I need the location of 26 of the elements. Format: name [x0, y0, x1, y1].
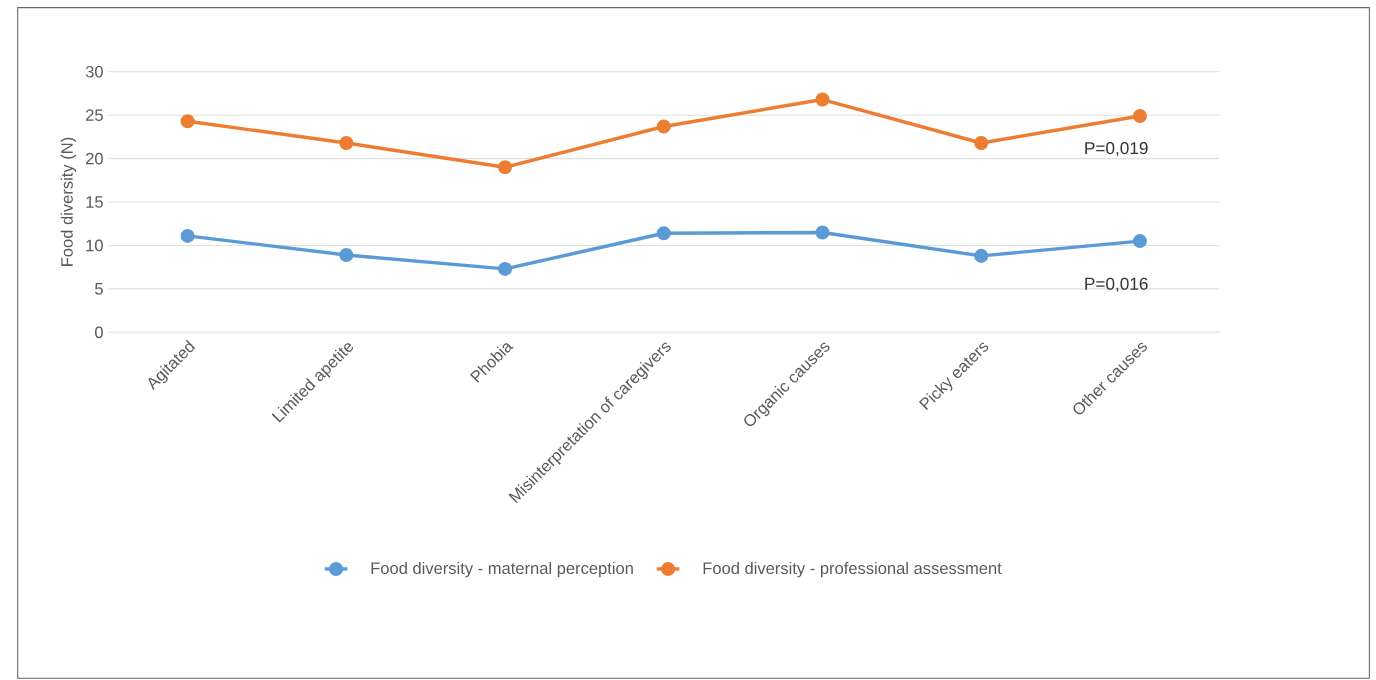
legend-label: Food diversity - professional assessment: [703, 562, 1002, 578]
point: [1132, 109, 1147, 124]
y-axis-title: Food diversity (N): [60, 138, 77, 267]
annotation: P=0,019: [1085, 142, 1148, 157]
y-tick-label: 5: [95, 283, 103, 295]
point: [656, 226, 671, 241]
point: [339, 248, 354, 263]
point: [180, 229, 195, 244]
legend-label: Food diversity - maternal perception: [371, 562, 633, 578]
point: [815, 225, 830, 240]
point: [1132, 234, 1147, 249]
y-tick-label: 25: [86, 109, 103, 122]
point: [180, 114, 195, 129]
point: [974, 136, 989, 151]
y-tick-label: 0: [95, 326, 103, 339]
annotation: P=0,016: [1085, 277, 1148, 293]
point: [498, 262, 513, 277]
y-tick-label: 10: [86, 239, 103, 252]
y-tick-label: 30: [85, 66, 103, 78]
point: [815, 92, 830, 107]
y-tick-label: 20: [86, 153, 103, 165]
y-tick-label: 15: [86, 196, 103, 209]
point: [339, 136, 354, 151]
point: [656, 119, 671, 134]
point: [974, 249, 989, 264]
point: [498, 160, 513, 175]
